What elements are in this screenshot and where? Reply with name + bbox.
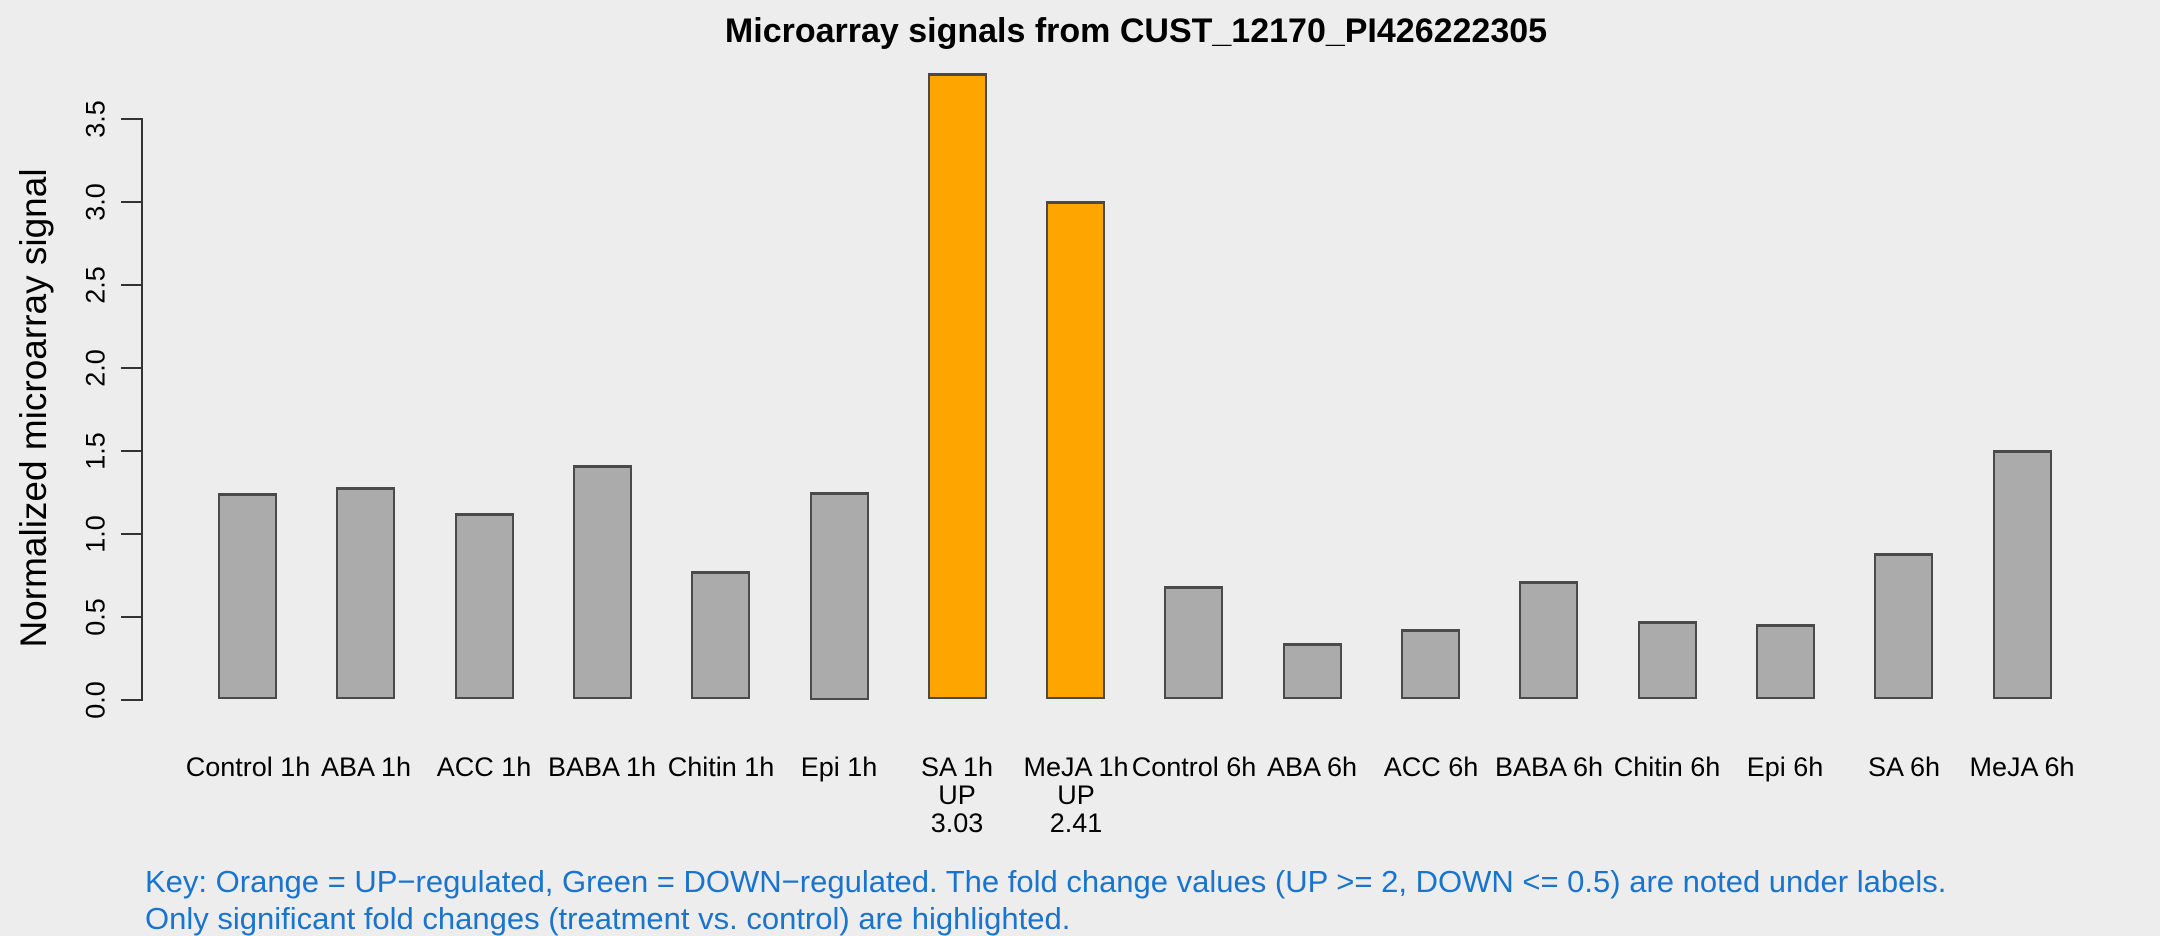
x-axis-label-text: Chitin 1h (667, 752, 775, 782)
bar-sa-1h (928, 73, 987, 699)
y-axis-tick (121, 450, 141, 452)
key-text-line-2: Only significant fold changes (treatment… (145, 901, 1071, 936)
x-axis-label-text: BABA 1h (547, 752, 657, 782)
y-axis-tick (121, 284, 141, 286)
bar-sa-6h (1874, 553, 1933, 699)
bar-control-6h (1164, 586, 1223, 699)
x-axis-label-text: Epi 6h (1746, 752, 1824, 782)
bar-acc-1h (455, 513, 514, 699)
fold-change-note: 3.03 (930, 808, 984, 838)
y-axis-tick-label-text: 3.0 (80, 183, 111, 221)
fold-change-note: UP (1057, 780, 1095, 810)
y-axis-tick (121, 699, 141, 701)
y-axis-tick (121, 367, 141, 369)
x-axis-label-sa-6h: SA 6h (1804, 753, 2004, 781)
bar-baba-1h (573, 465, 632, 699)
x-axis-label-chitin-6h: Chitin 6h (1567, 753, 1767, 781)
bar-chitin-1h (691, 571, 750, 699)
x-axis-label-text: ABA 6h (1266, 752, 1358, 782)
x-axis-label-text: Chitin 6h (1613, 752, 1721, 782)
x-axis-label-acc-1h: ACC 1h (384, 753, 584, 781)
fold-change-note: 2.41 (1049, 808, 1103, 838)
x-axis-label-meja-1h: MeJA 1h UP 2.41 (976, 753, 1176, 837)
fold-change-note: UP (938, 780, 976, 810)
x-axis-label-text: Epi 1h (800, 752, 878, 782)
x-axis-label-text: MeJA 1h (1023, 752, 1129, 782)
y-axis-tick (121, 616, 141, 618)
y-axis-tick-label-text: 1.0 (80, 515, 111, 553)
key-text-line-1: Key: Orange = UP−regulated, Green = DOWN… (145, 864, 1947, 899)
bar-baba-6h (1519, 581, 1578, 699)
y-axis-tick (121, 533, 141, 535)
x-axis-label-text: Control 6h (1131, 752, 1257, 782)
x-axis-label-chitin-1h: Chitin 1h (621, 753, 821, 781)
bar-aba-6h (1283, 643, 1342, 699)
x-axis-label-baba-1h: BABA 1h (502, 753, 702, 781)
x-axis-label-epi-1h: Epi 1h (739, 753, 939, 781)
bar-meja-6h (1993, 450, 2052, 699)
x-axis-label-acc-6h: ACC 6h (1331, 753, 1531, 781)
x-axis-label-epi-6h: Epi 6h (1685, 753, 1885, 781)
x-axis-label-text: MeJA 6h (1969, 752, 2075, 782)
y-axis-tick-label-text: 2.0 (80, 349, 111, 387)
x-axis-label-aba-1h: ABA 1h (266, 753, 466, 781)
y-axis-tick-label-text: 2.5 (80, 266, 111, 304)
y-axis-title-text: Normalized microarray signal (13, 168, 54, 648)
x-axis-label-control-1h: Control 1h (148, 753, 348, 781)
bar-control-1h (218, 493, 277, 699)
x-axis-label-baba-6h: BABA 6h (1449, 753, 1649, 781)
bar-chitin-6h (1638, 621, 1697, 699)
x-axis-label-sa-1h: SA 1h UP 3.03 (857, 753, 1057, 837)
x-axis-label-text: BABA 6h (1494, 752, 1604, 782)
y-axis-line (141, 118, 143, 701)
bar-epi-6h (1756, 624, 1815, 699)
y-axis-tick-label-text: 1.5 (80, 432, 111, 470)
x-axis-label-text: SA 6h (1867, 752, 1941, 782)
y-axis-tick-label-text: 3.5 (80, 100, 111, 138)
bar-meja-1h (1046, 201, 1105, 699)
chart-title: Microarray signals from CUST_12170_PI426… (724, 12, 1548, 50)
y-axis-tick (121, 201, 141, 203)
y-axis-tick-label-text: 0.0 (80, 681, 111, 719)
x-axis-label-text: ACC 1h (436, 752, 532, 782)
x-axis-label-text: ACC 6h (1383, 752, 1479, 782)
x-axis-label-control-6h: Control 6h (1094, 753, 1294, 781)
y-axis-tick (121, 118, 141, 120)
x-axis-label-aba-6h: ABA 6h (1212, 753, 1412, 781)
x-axis-label-text: Control 1h (185, 752, 311, 782)
x-axis-label-text: ABA 1h (320, 752, 412, 782)
bar-aba-1h (336, 487, 395, 699)
y-axis-tick-label-text: 0.5 (80, 598, 111, 636)
x-axis-label-text: SA 1h (920, 752, 994, 782)
bar-epi-1h (810, 492, 869, 700)
x-axis-label-meja-6h: MeJA 6h (1922, 753, 2122, 781)
bar-acc-6h (1401, 629, 1460, 699)
